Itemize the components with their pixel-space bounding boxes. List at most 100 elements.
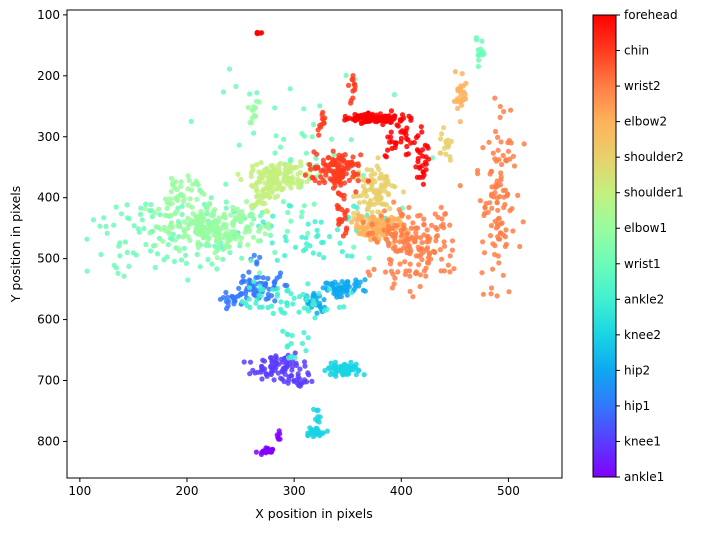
data-point-wrist1 (205, 256, 211, 263)
data-point-wrist1 (481, 51, 487, 57)
data-point-wrist1 (366, 255, 372, 261)
data-point-wrist2 (417, 272, 423, 278)
data-point-wrist1 (161, 257, 167, 263)
data-point-wrist2 (480, 145, 486, 151)
data-point-shoulder2 (351, 193, 357, 199)
data-point-wrist2 (496, 260, 502, 266)
data-point-chin (316, 132, 322, 138)
data-point-wrist2 (381, 208, 388, 214)
data-point-ankle2 (256, 304, 262, 310)
data-point-wrist1 (84, 236, 90, 242)
data-point-forehead (387, 117, 393, 123)
data-point-chin (330, 156, 336, 162)
data-point-chin (320, 167, 326, 173)
data-point-chin (355, 163, 361, 169)
data-point-shoulder1 (304, 179, 310, 185)
data-point-ankle1 (275, 436, 282, 442)
data-point-forehead (415, 148, 421, 154)
data-point-shoulder1 (261, 186, 267, 192)
data-point-forehead (404, 143, 410, 150)
data-point-wrist2 (500, 152, 506, 159)
data-point-forehead (344, 116, 350, 122)
x-tick-label: 400 (390, 484, 413, 498)
data-point-elbow1 (245, 242, 251, 248)
data-point-elbow1 (195, 244, 201, 250)
data-point-wrist2 (365, 231, 371, 237)
data-point-knee1 (283, 360, 289, 366)
data-point-wrist1 (84, 268, 90, 274)
colorbar-label-forehead: forehead (624, 8, 678, 22)
data-point-wrist2 (505, 140, 511, 146)
data-point-ankle2 (258, 287, 264, 293)
data-point-wrist2 (488, 168, 494, 175)
data-point-ankle2 (292, 355, 298, 361)
data-point-wrist2 (438, 223, 444, 229)
data-point-ankle2 (300, 248, 307, 254)
data-point-wrist2 (498, 230, 504, 236)
data-point-ankle2 (339, 249, 345, 255)
data-point-ankle2 (292, 244, 299, 250)
data-point-shoulder1 (250, 167, 256, 173)
data-point-shoulder1 (286, 178, 292, 184)
data-point-wrist1 (311, 121, 317, 127)
data-point-wrist1 (272, 249, 278, 255)
x-axis-label: X position in pixels (255, 506, 373, 521)
data-point-wrist1 (298, 214, 304, 220)
data-point-wrist2 (492, 190, 498, 196)
data-point-wrist2 (423, 265, 429, 271)
data-point-wrist1 (183, 252, 189, 258)
data-point-hip2 (327, 281, 333, 287)
data-point-forehead (388, 108, 394, 114)
data-point-chin (348, 100, 354, 106)
data-point-knee1 (291, 378, 297, 384)
data-point-elbow1 (156, 206, 162, 212)
data-point-knee1 (241, 359, 247, 365)
y-tick-label: 800 (37, 434, 60, 448)
x-tick-label: 500 (497, 484, 520, 498)
data-point-wrist1 (183, 260, 189, 266)
data-point-chin (329, 168, 335, 174)
data-point-elbow2 (374, 225, 380, 231)
data-point-ankle2 (348, 290, 354, 296)
data-point-wrist2 (424, 239, 430, 245)
data-point-elbow1 (181, 195, 187, 201)
data-point-wrist2 (490, 266, 496, 272)
data-point-wrist2 (369, 221, 375, 227)
data-point-wrist2 (405, 243, 411, 249)
data-point-wrist1 (329, 136, 335, 142)
data-point-forehead (365, 110, 371, 116)
data-point-wrist1 (277, 144, 284, 150)
data-point-shoulder2 (441, 145, 447, 151)
data-point-wrist1 (267, 232, 273, 238)
data-point-ankle2 (274, 293, 280, 299)
data-point-hip2 (335, 285, 341, 291)
data-point-wrist2 (509, 206, 515, 212)
data-point-hip2 (357, 279, 363, 285)
data-point-wrist2 (441, 243, 448, 249)
data-point-shoulder2 (375, 196, 381, 202)
data-point-shoulder1 (255, 192, 261, 198)
data-point-wrist2 (495, 216, 501, 222)
data-point-wrist1 (478, 46, 484, 52)
data-point-hip1 (265, 295, 271, 301)
data-point-wrist1 (208, 195, 214, 201)
data-point-elbow1 (198, 208, 204, 214)
data-point-elbow1 (168, 175, 175, 181)
data-point-wrist2 (419, 240, 425, 246)
data-point-wrist1 (124, 249, 130, 256)
data-point-elbow1 (222, 232, 228, 238)
data-point-elbow1 (216, 215, 222, 221)
data-point-wrist2 (492, 156, 498, 162)
y-tick-label: 700 (37, 374, 60, 388)
data-point-wrist2 (391, 281, 397, 287)
data-point-forehead (413, 134, 420, 141)
data-point-elbow2 (459, 71, 465, 77)
data-point-wrist2 (494, 293, 500, 299)
data-point-ankle2 (251, 279, 257, 285)
data-point-wrist2 (392, 244, 398, 250)
data-point-forehead (395, 123, 401, 129)
data-point-elbow1 (198, 213, 204, 219)
data-point-wrist2 (508, 107, 514, 113)
data-point-elbow1 (256, 99, 262, 105)
data-point-chin (336, 217, 342, 223)
